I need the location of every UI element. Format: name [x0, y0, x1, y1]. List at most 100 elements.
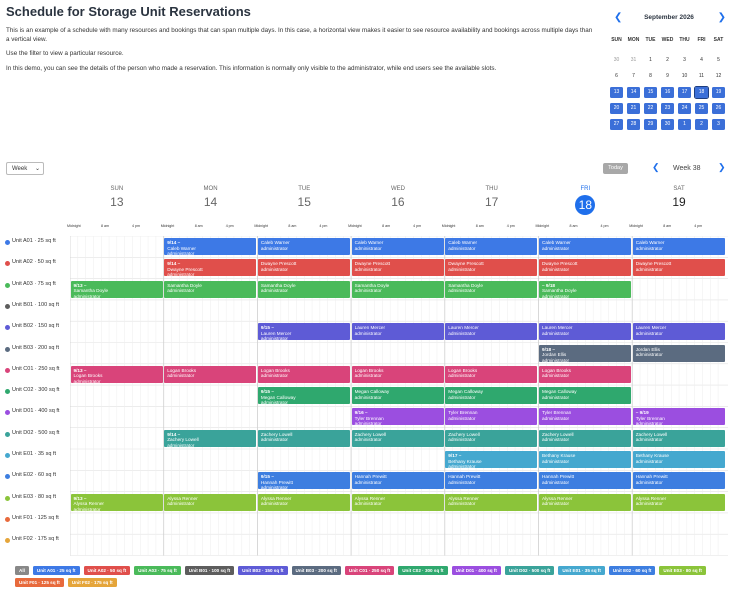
calendar-day[interactable]: 7 — [632, 73, 635, 79]
legend-filter-chip[interactable]: Unit D01 · 400 sq ft — [451, 566, 501, 575]
legend-filter-chip[interactable]: Unit D02 · 500 sq ft — [504, 566, 555, 575]
calendar-day[interactable]: 12 — [715, 73, 722, 79]
reservation-block[interactable]: Samantha Doyle administrator — [445, 280, 538, 298]
reservation-block[interactable]: Bethany Krause administrator — [539, 451, 632, 468]
reservation-block[interactable]: Samantha Doyle administrator — [257, 280, 351, 298]
reservation-block[interactable]: Logan Brooks administrator — [351, 365, 444, 383]
calendar-day[interactable]: 10 — [681, 73, 688, 79]
reservation-block[interactable]: Bethany Krause administrator — [632, 451, 725, 468]
calendar-day[interactable]: 21 — [627, 102, 640, 114]
reservation-block[interactable]: Dwayne Prescott administrator — [445, 259, 538, 277]
reservation-block[interactable]: Zachery Lowell administrator — [539, 429, 632, 447]
calendar-day[interactable]: 3 — [683, 57, 686, 63]
reservation-block[interactable]: Samantha Doyle administrator — [351, 280, 444, 298]
legend-filter-chip[interactable]: Unit E03 · 80 sq ft — [659, 566, 706, 575]
reservation-block[interactable]: Hannah Prewitt administrator — [632, 472, 725, 490]
day-number[interactable]: 19 — [672, 195, 686, 209]
reservation-block[interactable]: Samantha Doyle administrator — [164, 280, 257, 298]
prev-week-icon[interactable]: ❮ — [652, 162, 660, 172]
reservation-block[interactable]: 9/18 – Jordan Ellis administrator — [539, 344, 632, 362]
calendar-day[interactable]: 1 — [678, 118, 691, 130]
calendar-day[interactable]: 9 — [666, 73, 669, 79]
calendar-day[interactable]: 4 — [700, 57, 703, 63]
calendar-day[interactable]: 20 — [610, 102, 623, 114]
calendar-day[interactable]: 11 — [698, 73, 705, 79]
reservation-block[interactable]: Hannah Prewitt administrator — [539, 472, 632, 490]
calendar-day[interactable]: 19 — [712, 86, 725, 98]
reservation-block[interactable]: Alyssa Renner administrator — [632, 493, 725, 511]
legend-filter-chip[interactable]: Unit E02 · 60 sq ft — [608, 566, 656, 575]
reservation-block[interactable]: Megan Calloway administrator — [445, 387, 538, 405]
reservation-block[interactable]: Dwayne Prescott administrator — [539, 259, 632, 277]
legend-filter-chip[interactable]: Unit F02 · 175 sq ft — [67, 578, 117, 587]
reservation-block[interactable]: Zachery Lowell administrator — [445, 429, 538, 447]
reservation-block[interactable]: 9/14 – Dwayne Prescott administrator — [164, 259, 257, 277]
day-number[interactable]: 14 — [203, 195, 218, 209]
reservation-block[interactable]: Lauren Mercer administrator — [539, 323, 632, 341]
reservation-block[interactable]: Hannah Prewitt administrator — [445, 472, 538, 490]
reservation-block[interactable]: 9/15 – Megan Calloway administrator — [257, 387, 351, 405]
reservation-block[interactable]: Lauren Mercer administrator — [445, 323, 538, 341]
reservation-block[interactable]: 9/13 – Logan Brooks administrator — [70, 365, 163, 383]
calendar-day[interactable]: 30 — [613, 57, 620, 63]
reservation-block[interactable]: Zachery Lowell administrator — [632, 429, 725, 447]
calendar-day[interactable]: 2 — [666, 57, 669, 63]
calendar-day[interactable]: 16 — [661, 86, 674, 98]
reservation-block[interactable]: Alyssa Renner administrator — [445, 493, 538, 511]
calendar-day[interactable]: 14 — [627, 86, 640, 98]
reservation-block[interactable]: Alyssa Renner administrator — [539, 493, 632, 511]
legend-filter-chip[interactable]: Unit B03 · 200 sq ft — [291, 566, 341, 575]
day-number[interactable]: 17 — [484, 195, 499, 209]
legend-filter-chip[interactable]: All — [15, 566, 29, 575]
reservation-block[interactable]: Dwayne Prescott administrator — [351, 259, 444, 277]
reservation-block[interactable]: Logan Brooks administrator — [539, 365, 632, 383]
reservation-block[interactable]: Caleb Warner administrator — [539, 238, 632, 255]
legend-filter-chip[interactable]: Unit B02 · 150 sq ft — [238, 566, 288, 575]
calendar-day[interactable]: 2 — [695, 118, 708, 130]
reservation-block[interactable]: Alyssa Renner administrator — [164, 493, 257, 511]
reservation-block[interactable]: Alyssa Renner administrator — [257, 493, 351, 511]
reservation-block[interactable]: 9/13 – Samantha Doyle administrator — [70, 280, 163, 298]
reservation-block[interactable]: Megan Calloway administrator — [539, 387, 632, 405]
calendar-day[interactable]: 13 — [610, 86, 623, 98]
reservation-block[interactable]: Alyssa Renner administrator — [351, 493, 444, 511]
today-button[interactable]: Today — [603, 163, 628, 174]
reservation-block[interactable]: Logan Brooks administrator — [257, 365, 351, 383]
day-number[interactable]: 15 — [297, 195, 311, 209]
reservation-block[interactable]: Tyler Brennan administrator — [445, 408, 538, 426]
legend-filter-chip[interactable]: Unit B01 · 100 sq ft — [184, 566, 235, 575]
reservation-block[interactable]: – 9/18 Samantha Doyle administrator — [539, 280, 632, 298]
calendar-day[interactable]: 6 — [615, 73, 618, 79]
next-month-icon[interactable]: ❯ — [717, 12, 726, 23]
day-number[interactable]: 13 — [110, 195, 124, 209]
calendar-day[interactable]: 1 — [649, 57, 652, 63]
reservation-block[interactable]: Caleb Warner administrator — [445, 238, 538, 255]
calendar-day[interactable]: 28 — [627, 118, 640, 130]
reservation-block[interactable]: Dwayne Prescott administrator — [632, 259, 725, 277]
calendar-day[interactable]: 24 — [678, 102, 691, 114]
reservation-block[interactable]: 9/17 – Bethany Krause administrator — [445, 451, 538, 468]
reservation-block[interactable]: Zachery Lowell administrator — [257, 429, 351, 447]
calendar-day[interactable]: 29 — [644, 118, 657, 130]
calendar-day[interactable]: 5 — [717, 57, 720, 63]
calendar-day[interactable]: 25 — [695, 102, 708, 114]
calendar-day[interactable]: 8 — [649, 73, 652, 79]
reservation-block[interactable]: Tyler Brennan administrator — [539, 408, 632, 426]
legend-filter-chip[interactable]: Unit C02 · 300 sq ft — [398, 566, 448, 575]
calendar-day[interactable]: 23 — [661, 102, 674, 114]
reservation-block[interactable]: Logan Brooks administrator — [445, 365, 538, 383]
day-number[interactable]: 18 — [575, 195, 596, 215]
reservation-block[interactable]: Caleb Warner administrator — [257, 238, 351, 255]
calendar-day[interactable]: 3 — [712, 118, 725, 130]
reservation-block[interactable]: 9/15 – Hannah Prewitt administrator — [257, 472, 351, 490]
next-week-icon[interactable]: ❯ — [718, 162, 726, 172]
reservation-block[interactable]: 9/13 – Alyssa Renner administrator — [70, 493, 163, 511]
calendar-day[interactable]: 31 — [630, 57, 637, 63]
legend-filter-chip[interactable]: Unit E01 · 35 sq ft — [558, 566, 605, 575]
prev-month-icon[interactable]: ❮ — [614, 12, 623, 23]
calendar-day[interactable]: 22 — [644, 102, 657, 114]
day-number[interactable]: 16 — [391, 195, 405, 209]
calendar-day[interactable]: 30 — [661, 118, 674, 130]
reservation-block[interactable]: 9/16 – Tyler Brennan administrator — [351, 408, 444, 426]
reservation-block[interactable]: 9/14 – Zachery Lowell administrator — [164, 429, 257, 447]
